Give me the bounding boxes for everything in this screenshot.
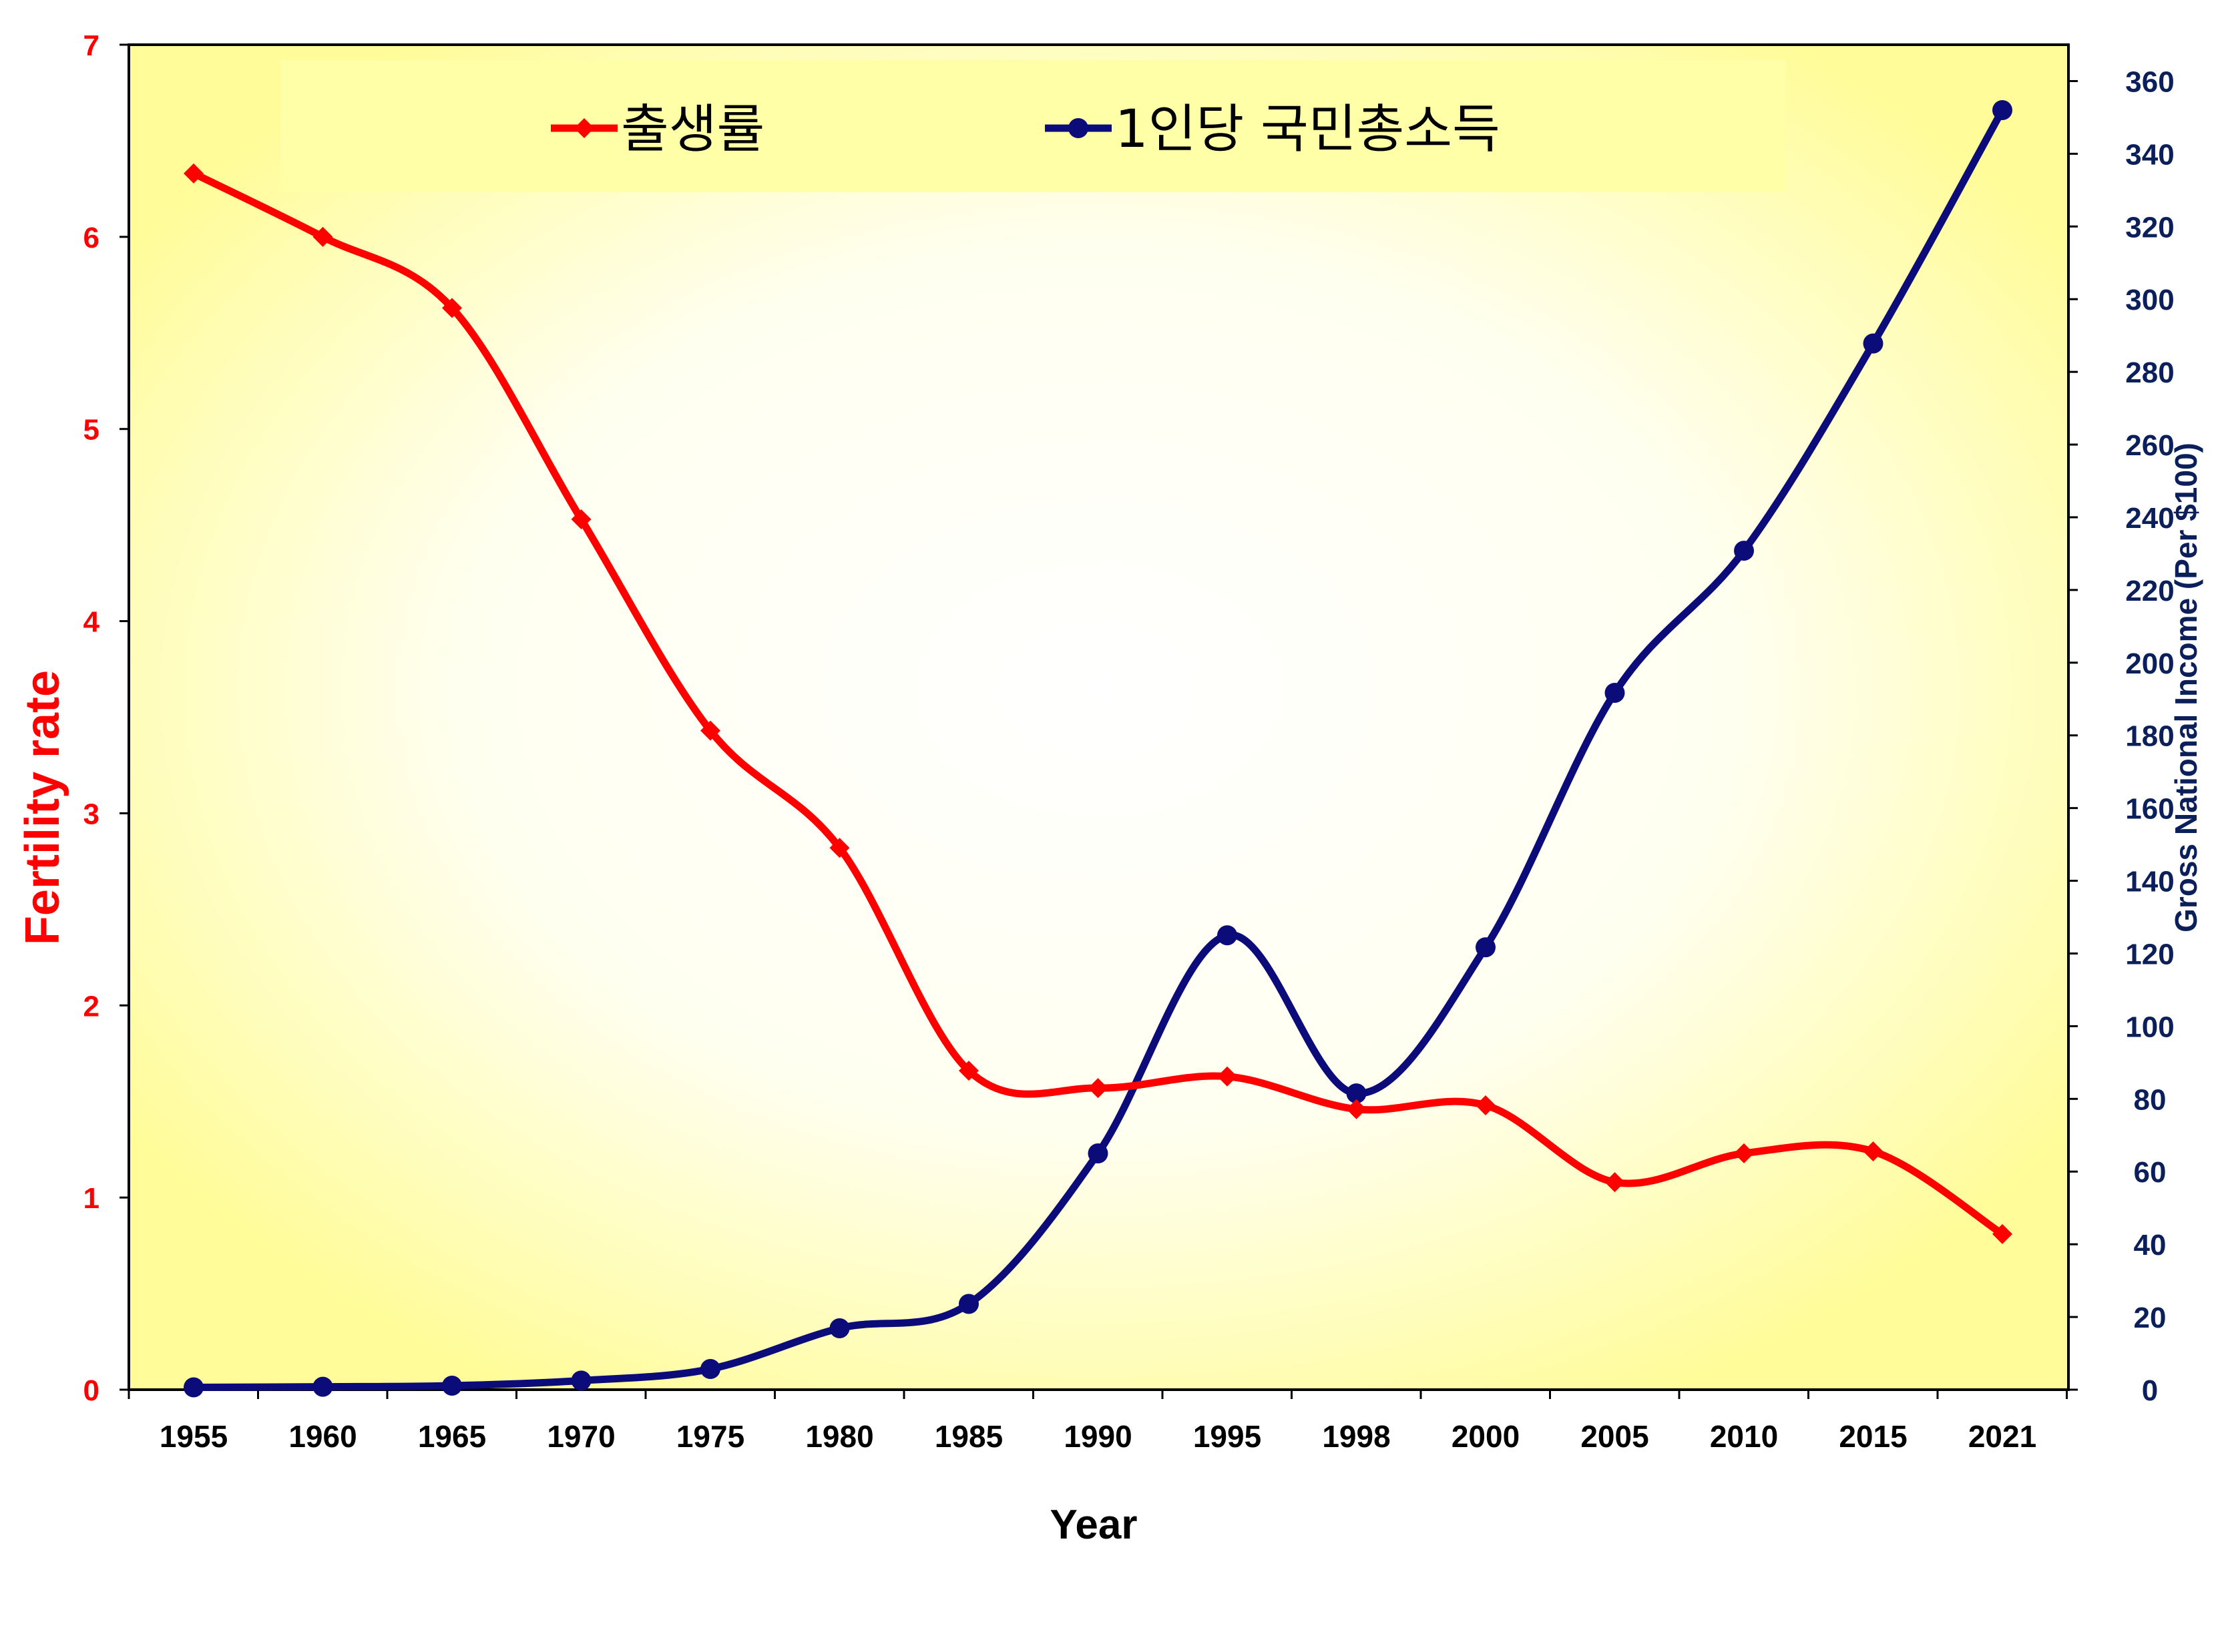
plot-area <box>128 43 2070 1391</box>
series-point-1 <box>1604 683 1625 704</box>
series-point-1 <box>1346 1083 1367 1104</box>
y-left-tick-label: 5 <box>83 414 99 447</box>
y-right-tick-label: 300 <box>2125 284 2174 316</box>
series-point-0 <box>1863 1141 1883 1162</box>
series-point-0 <box>1604 1172 1625 1193</box>
series-point-0 <box>1088 1078 1108 1099</box>
series-point-1 <box>1217 925 1237 946</box>
y-right-tick-label: 20 <box>2134 1302 2167 1334</box>
series-point-0 <box>1476 1095 1496 1115</box>
series-point-0 <box>1346 1099 1367 1119</box>
y-right-tick-label: 360 <box>2125 65 2174 98</box>
y-left-tick-label: 3 <box>83 798 99 830</box>
series-point-0 <box>1217 1066 1237 1087</box>
x-tick-label: 2005 <box>1580 1419 1648 1454</box>
series-point-1 <box>959 1294 979 1314</box>
x-tick-label: 2015 <box>1839 1419 1907 1454</box>
series-point-1 <box>184 1377 204 1398</box>
legend-label: 출생률 <box>621 99 764 160</box>
series-point-0 <box>959 1061 979 1081</box>
y-right-tick-label: 80 <box>2134 1083 2167 1116</box>
series-layer <box>184 100 2012 1398</box>
axes: 0 1 2 3 4 5 6 7 0 20 40 60 80 100 120 140 160 180 200 220 24… <box>83 29 2175 1454</box>
y-right-tick-label: 220 <box>2125 575 2174 607</box>
series-point-1 <box>571 1370 592 1391</box>
y-left-tick-label: 6 <box>83 222 99 254</box>
x-tick-label: 1965 <box>418 1419 486 1454</box>
y-right-tick-label: 240 <box>2125 502 2174 535</box>
series-line-0 <box>190 170 2006 1238</box>
y-left-tick-label: 4 <box>83 606 100 639</box>
x-axis-label: Year <box>1050 1502 1137 1548</box>
y-right-tick-label: 340 <box>2125 138 2174 171</box>
series-point-1 <box>442 1376 462 1396</box>
x-tick-label: 2010 <box>1710 1419 1778 1454</box>
series-point-0 <box>184 163 204 184</box>
y-right-tick-label: 120 <box>2125 938 2174 971</box>
series-point-1 <box>1863 333 1883 354</box>
y-left-tick-label: 1 <box>83 1182 99 1215</box>
series-point-0 <box>829 838 850 858</box>
series-point-0 <box>442 298 462 318</box>
y-right-tick-label: 280 <box>2125 356 2174 389</box>
y-right-tick-label: 0 <box>2142 1374 2158 1407</box>
x-tick-label: 1980 <box>805 1419 873 1454</box>
x-tick-label: 1970 <box>547 1419 615 1454</box>
y-right-tick-label: 200 <box>2125 647 2174 680</box>
legend-box <box>280 60 1786 192</box>
y-right-tick-label: 320 <box>2125 211 2174 244</box>
y-right-tick-label: 100 <box>2125 1011 2174 1043</box>
y-axis-right-label: Gross National Income (Per $100) <box>2169 443 2203 932</box>
x-tick-label: 1990 <box>1064 1419 1132 1454</box>
y-axis-left-label: Fertility rate <box>16 670 69 945</box>
legend: 출생률 1인당 국민총소득 <box>551 99 1500 160</box>
series-point-0 <box>1734 1143 1754 1163</box>
series-point-1 <box>829 1318 850 1338</box>
series-point-1 <box>1088 1143 1108 1164</box>
y-left-tick-label: 0 <box>83 1374 99 1407</box>
x-tick-label: 2000 <box>1452 1419 1520 1454</box>
y-left-tick-label: 7 <box>83 29 99 62</box>
series-point-0 <box>1992 1223 2012 1244</box>
y-right-tick-label: 160 <box>2125 793 2174 826</box>
series-point-0 <box>312 226 333 247</box>
legend-label: 1인당 국민총소득 <box>1115 99 1500 160</box>
x-tick-label: 1955 <box>160 1419 228 1454</box>
y-right-tick-label: 40 <box>2134 1229 2167 1262</box>
x-tick-label: 1995 <box>1193 1419 1261 1454</box>
y-right-tick-label: 140 <box>2125 866 2174 898</box>
x-tick-label: 2021 <box>1968 1419 2036 1454</box>
legend-swatch-marker <box>574 118 594 138</box>
x-tick-label: 1960 <box>288 1419 357 1454</box>
series-point-1 <box>1992 100 2012 121</box>
y-right-tick-label: 260 <box>2125 429 2174 462</box>
series-point-1 <box>1734 541 1754 561</box>
series-point-1 <box>700 1358 720 1379</box>
y-right-tick-label: 180 <box>2125 720 2174 753</box>
series-point-0 <box>571 509 592 530</box>
x-tick-label: 1975 <box>676 1419 744 1454</box>
y-right-tick-label: 60 <box>2134 1156 2167 1189</box>
series-point-0 <box>700 720 720 741</box>
series-point-1 <box>1476 937 1496 958</box>
legend-swatch-marker <box>1068 118 1088 138</box>
y-left-tick-label: 2 <box>83 990 99 1023</box>
series-point-1 <box>312 1376 333 1397</box>
x-tick-label: 1985 <box>935 1419 1003 1454</box>
x-tick-label: 1998 <box>1322 1419 1390 1454</box>
